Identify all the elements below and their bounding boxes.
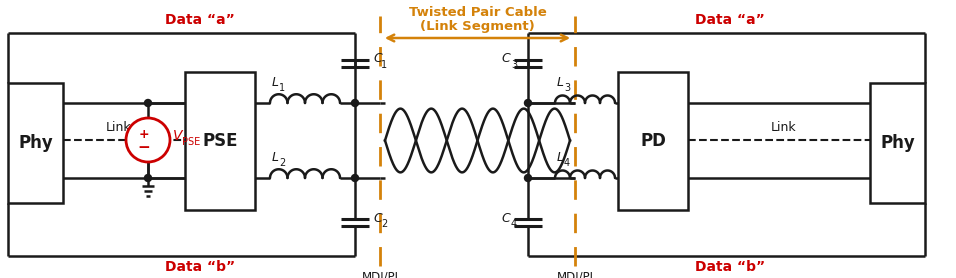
Text: Data “b”: Data “b”: [165, 260, 235, 274]
Text: PD: PD: [641, 132, 666, 150]
Text: Phy: Phy: [18, 134, 53, 152]
Text: L: L: [272, 76, 279, 89]
Circle shape: [126, 118, 170, 162]
Bar: [618, 72, 688, 210]
Text: Link: Link: [106, 121, 132, 134]
Text: V: V: [173, 129, 183, 143]
Text: PSE: PSE: [182, 137, 200, 147]
Text: PSE: PSE: [203, 132, 238, 150]
Text: Phy: Phy: [880, 134, 915, 152]
Text: 1: 1: [381, 60, 387, 70]
Circle shape: [352, 100, 358, 106]
Circle shape: [144, 100, 151, 106]
Text: C: C: [501, 212, 510, 225]
Text: 3: 3: [511, 60, 517, 70]
Text: (Link Segment): (Link Segment): [420, 20, 534, 33]
Text: 2: 2: [381, 219, 387, 229]
Text: 2: 2: [279, 158, 285, 168]
Circle shape: [525, 175, 532, 182]
Bar: [8, 83, 63, 203]
Text: L: L: [557, 76, 564, 89]
Circle shape: [144, 175, 151, 182]
Text: C: C: [373, 53, 381, 66]
Text: L: L: [272, 151, 279, 164]
Text: MDI/PI: MDI/PI: [556, 270, 594, 278]
Text: MDI/PI: MDI/PI: [361, 270, 399, 278]
Text: 4: 4: [564, 158, 570, 168]
Bar: [185, 72, 255, 210]
Text: 1: 1: [279, 83, 285, 93]
Text: C: C: [373, 212, 381, 225]
Text: +: +: [139, 128, 149, 140]
Text: Twisted Pair Cable: Twisted Pair Cable: [408, 6, 547, 19]
Bar: [870, 83, 925, 203]
Text: 3: 3: [564, 83, 570, 93]
Text: Data “a”: Data “a”: [695, 13, 765, 27]
Text: 4: 4: [511, 219, 517, 229]
Text: −: −: [138, 140, 150, 155]
Circle shape: [352, 175, 358, 182]
Text: Data “b”: Data “b”: [695, 260, 765, 274]
Circle shape: [525, 100, 532, 106]
Text: C: C: [501, 53, 510, 66]
Text: Link: Link: [771, 121, 796, 134]
Text: L: L: [557, 151, 564, 164]
Text: Data “a”: Data “a”: [165, 13, 235, 27]
